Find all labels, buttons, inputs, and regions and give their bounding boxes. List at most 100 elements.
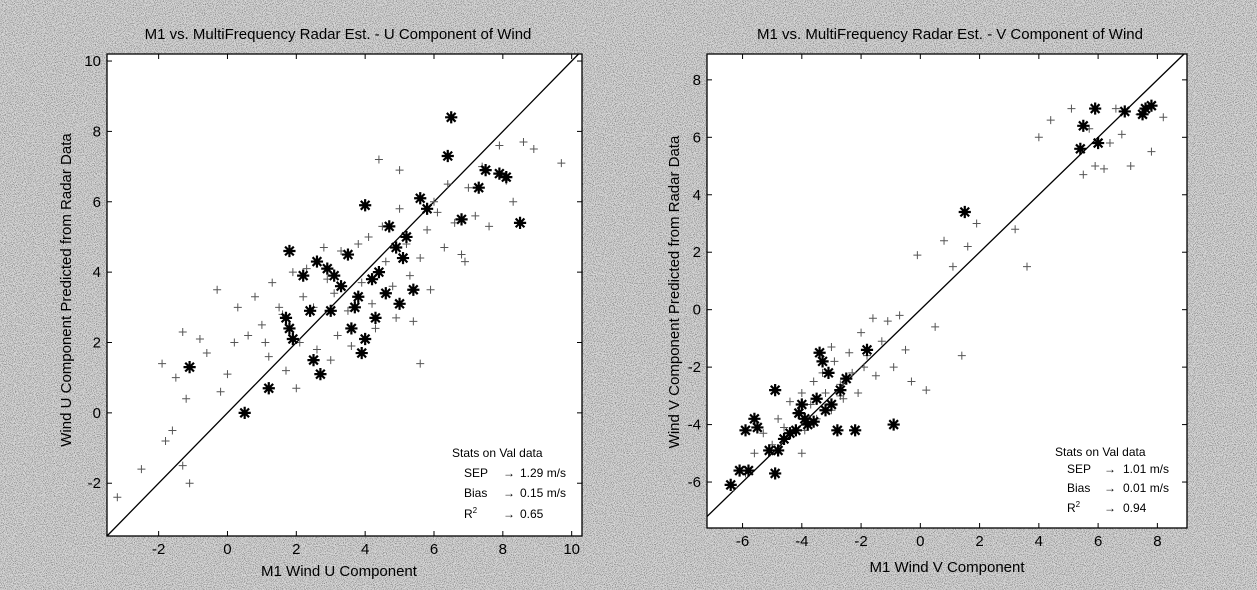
x-tick-label: 0 [916,533,924,550]
x-tick-label: 10 [563,541,580,558]
data-point [1136,108,1149,121]
data-point [1046,116,1055,125]
data-point [1077,119,1090,132]
data-point [365,273,379,286]
data-point [1089,102,1102,115]
data-point [292,384,301,393]
data-point [182,394,191,403]
data-point [443,180,452,189]
data-point [1111,104,1120,113]
data-point [396,251,410,265]
data-point [958,205,971,219]
data-point [352,290,365,303]
data-point [797,449,806,458]
data-point [810,392,823,405]
data-point [809,377,818,386]
y-tick-label: 2 [693,244,701,261]
data-point [275,303,284,312]
data-point [379,287,392,300]
data-point [1079,170,1088,179]
data-point [161,437,170,446]
stats-row-sep: SEP [464,466,488,480]
data-point [341,248,355,261]
data-point [345,322,358,335]
y-tick-label: -6 [688,474,701,491]
data-point [822,366,835,379]
data-point [774,414,783,423]
data-point [772,444,785,457]
data-point [479,164,492,177]
data-point [733,464,746,477]
x-tick-label: -2 [152,541,165,558]
data-point [857,328,866,337]
data-point [827,343,836,352]
data-point [238,406,251,419]
data-point [751,421,764,434]
data-point [948,262,957,271]
data-point [388,282,397,291]
x-tick-label: 8 [1153,533,1161,550]
data-point [183,361,196,374]
v-component-chart: M1 vs. MultiFrequency Radar Est. - V Com… [666,26,1188,576]
data-point [433,208,442,217]
data-point [493,167,506,180]
data-point [860,343,874,356]
data-point [825,398,838,411]
data-point [1159,113,1168,122]
y-axis-label: Wind V Component Predicted from Radar Da… [666,135,683,448]
data-point [797,388,806,397]
data-point [261,338,270,347]
data-point [223,370,232,379]
stats-arrow: → [1104,481,1116,495]
data-point [307,353,320,367]
data-point [395,166,404,175]
data-point [1145,99,1158,112]
data-point [279,311,293,324]
data-point [472,181,485,194]
stats-label: R [464,507,473,521]
plot-area [706,53,1188,529]
data-point [233,303,242,312]
stats-row-r2: R2 [464,506,478,521]
data-point [457,250,466,259]
stats-row-r2: R2 [1067,500,1081,515]
x-tick-label: -4 [795,533,808,550]
data-point [354,239,363,248]
data-point [195,334,204,343]
data-point [216,387,225,396]
data-point [907,377,916,386]
data-point [1147,147,1156,156]
data-point [940,236,949,245]
data-point [288,268,297,277]
data-point [372,266,386,279]
data-point [1067,104,1076,113]
data-point [330,289,339,298]
data-point [957,351,966,360]
data-point [1117,130,1126,139]
data-point [769,384,782,397]
stats-arrow: → [503,507,515,521]
data-point [963,242,972,251]
data-point [421,202,434,215]
data-point [347,342,356,351]
data-point [798,412,811,425]
data-point [299,292,308,301]
y-tick-label: 2 [93,334,101,351]
data-point [383,220,396,233]
y-tick-label: 0 [693,302,701,319]
data-point [806,400,815,409]
data-point [445,111,458,124]
y-tick-label: -2 [88,475,101,492]
data-point [359,332,372,346]
data-point [359,199,372,212]
data-point [739,424,752,437]
data-point [395,204,404,213]
data-point [1091,162,1100,171]
data-point [854,388,863,397]
x-tick-label: 8 [499,541,507,558]
data-point [931,322,940,331]
stats-value: 0.65 [520,507,544,521]
data-point [178,461,187,470]
data-point [785,397,794,406]
